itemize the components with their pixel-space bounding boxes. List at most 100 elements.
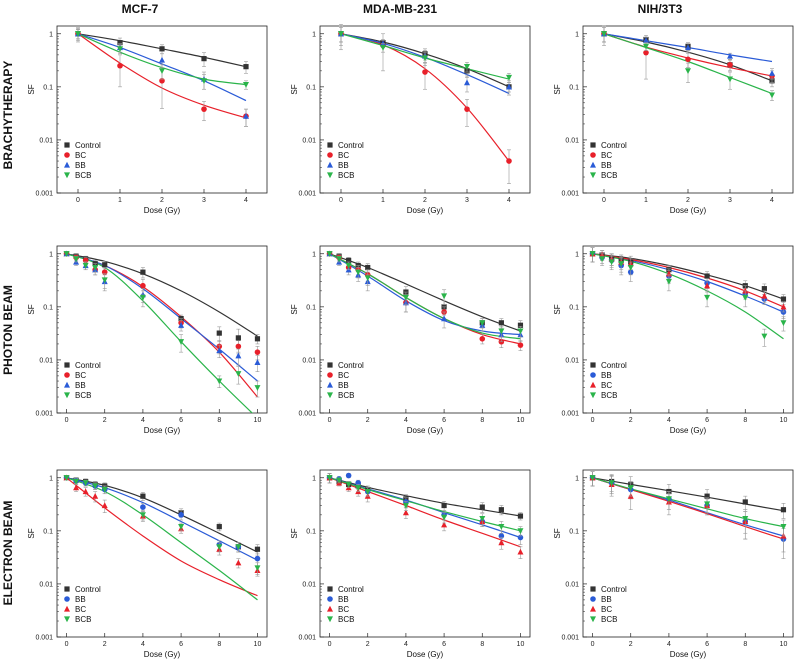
data-point-bc [254, 349, 261, 355]
data-point-bc [685, 56, 691, 63]
fit-curves [329, 477, 521, 548]
x-tick-label: 6 [705, 417, 709, 424]
data-point-bcb [761, 333, 768, 340]
data-point-bc [761, 292, 768, 299]
data-point-bcb [355, 485, 362, 491]
y-tick-label: 1 [49, 475, 53, 482]
data-point-bcb [498, 524, 505, 530]
data-point-bcb [336, 477, 343, 484]
data-point-bcb [589, 251, 596, 257]
data-point-bcb [608, 259, 615, 266]
legend-label: BC [75, 605, 86, 614]
x-tick-label: 3 [728, 197, 732, 204]
series-bc [63, 474, 261, 577]
fit-curve-bb [592, 253, 784, 313]
data-point-bc [517, 342, 524, 348]
legend-label: Control [75, 361, 101, 370]
data-point-bcb [82, 480, 89, 487]
data-point-control [704, 493, 710, 499]
legend-marker-bc [64, 605, 70, 612]
plot-frame [582, 245, 794, 414]
legend-label: BCB [338, 171, 354, 180]
x-tick-label: 0 [339, 197, 343, 204]
data-point-control [479, 504, 485, 510]
data-point-bcb [498, 328, 505, 335]
data-point-bb [254, 359, 261, 365]
x-tick-label: 4 [507, 197, 511, 204]
y-tick-label: 1 [575, 31, 579, 38]
fit-curves [329, 253, 521, 345]
x-tick-label: 2 [629, 417, 633, 424]
data-point-bcb [355, 269, 362, 276]
legend-label: Control [338, 141, 364, 150]
fit-curve-bc [66, 253, 258, 398]
data-point-control [346, 257, 352, 263]
data-point-control [365, 264, 371, 271]
x-tick-label: 2 [103, 641, 107, 648]
legend-label: BB [338, 161, 349, 170]
x-tick-label: 10 [517, 417, 525, 424]
legend-label: BC [338, 605, 349, 614]
data-point-bc [441, 521, 448, 528]
data-point-bcb [627, 485, 634, 491]
legend-marker-bcb [327, 616, 333, 623]
data-point-bc [704, 282, 711, 289]
data-point-control [216, 524, 222, 530]
data-point-bcb [345, 262, 352, 269]
x-axis-label: Dose (Gy) [144, 426, 181, 435]
data-point-control [243, 64, 249, 70]
data-point-control [780, 507, 787, 513]
y-axis-label: SF [27, 304, 36, 314]
x-tick-label: 4 [244, 197, 248, 204]
data-point-bcb [254, 385, 261, 391]
legend-marker-bb [590, 372, 596, 378]
legend-marker-bcb [64, 616, 70, 623]
x-tick-label: 6 [442, 641, 446, 648]
y-tick-label: 0.1 [306, 528, 316, 535]
x-tick-label: 0 [328, 417, 332, 424]
series-bcb [63, 475, 261, 575]
data-point-bcb [101, 277, 108, 284]
y-tick-label: 1 [312, 251, 316, 258]
y-tick-label: 1 [49, 251, 53, 258]
legend-marker-control [327, 362, 333, 368]
x-tick-label: 10 [517, 641, 525, 648]
y-tick-label: 0.001 [35, 191, 53, 198]
fit-curve-bc [329, 477, 521, 548]
fit-curve-bcb [592, 253, 784, 340]
series-bcb [63, 251, 261, 398]
legend-label: BCB [338, 391, 354, 400]
data-point-bb [216, 347, 223, 354]
x-tick-label: 10 [254, 641, 262, 648]
legend-label: Control [75, 585, 101, 594]
data-point-bc [101, 502, 108, 509]
legend-marker-bb [327, 161, 333, 168]
data-point-bb [727, 52, 733, 59]
data-point-bcb [92, 264, 99, 271]
data-point-bcb [235, 371, 242, 377]
data-point-bcb [742, 516, 749, 522]
legend-marker-bb [64, 381, 70, 388]
data-point-bcb [364, 488, 371, 495]
data-point-bcb [178, 339, 185, 345]
legend-marker-bcb [327, 172, 333, 179]
data-point-bcb [216, 378, 223, 385]
legend-label: Control [75, 141, 101, 150]
plot-frame [56, 245, 268, 414]
legend-label: Control [338, 361, 364, 370]
series-bcb [601, 27, 775, 101]
series-bcb [326, 473, 524, 537]
legend-marker-control [327, 142, 333, 148]
data-point-bcb [685, 68, 691, 75]
y-tick-label: 0.001 [561, 411, 579, 418]
data-point-bc [201, 106, 207, 112]
x-tick-label: 6 [179, 417, 183, 424]
data-point-bcb [704, 501, 711, 508]
legend-label: BCB [338, 615, 354, 624]
legend-marker-bc [64, 372, 70, 378]
y-tick-label: 0.001 [561, 191, 579, 198]
